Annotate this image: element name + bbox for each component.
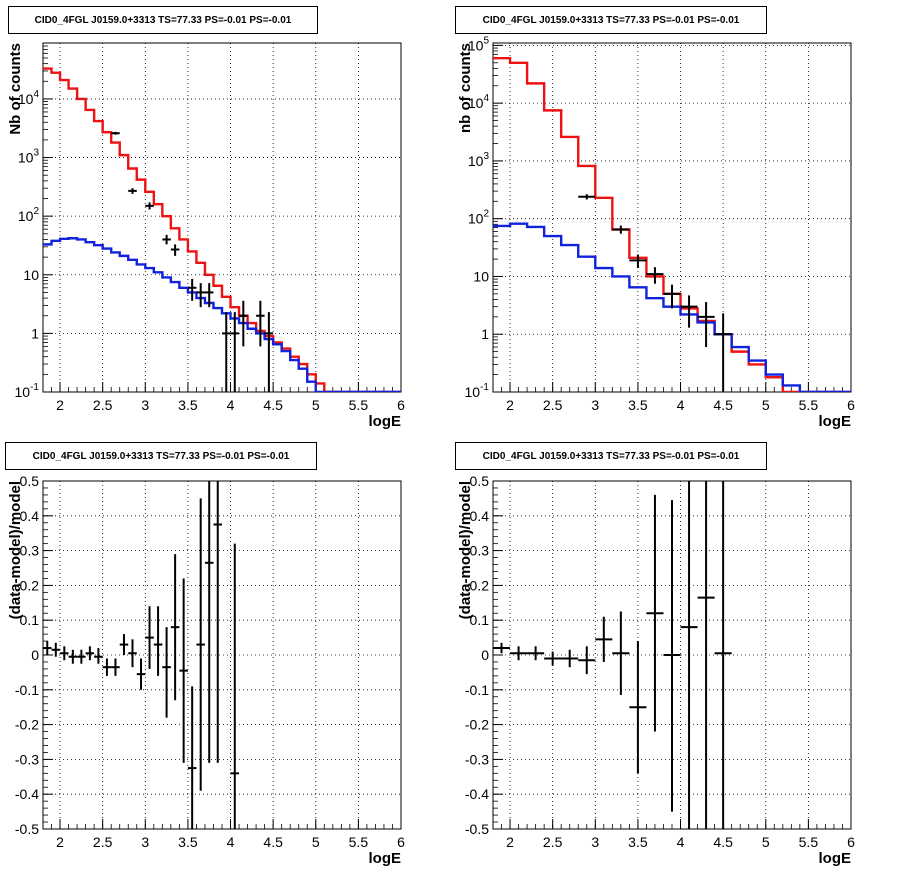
step-series-2 [43, 237, 401, 392]
x-tick-label: 2 [506, 397, 514, 413]
y-tick-label: 0 [481, 647, 489, 663]
y-tick-label: 0 [31, 647, 39, 663]
y-tick-label: -0.2 [465, 717, 489, 733]
x-tick-label: 2.5 [93, 397, 113, 413]
x-axis-title: logE [369, 850, 402, 867]
y-tick-label: 0.4 [20, 508, 40, 524]
y-tick-label: 0.2 [470, 577, 490, 593]
x-axis-title: logE [369, 413, 402, 430]
y-tick-label: 10-1 [465, 382, 490, 400]
y-tick-label: 1 [31, 325, 39, 341]
x-tick-label: 5.5 [349, 397, 369, 413]
step-series-1 [43, 67, 401, 392]
y-tick-label: 0.3 [470, 543, 490, 559]
y-tick-label: 10-1 [15, 382, 40, 400]
chart-panel-3: 2 2.5 3 3.5 4 4.5 5 5.5 6 -0.5 -0.4 -0.3 -0.2 -0.1 0 0.… [7, 473, 405, 867]
panel-1-title: CID0_4FGL J0159.0+3313 TS=77.33 PS=-0.01… [8, 6, 318, 34]
y-tick-label: -0.4 [15, 786, 39, 802]
x-tick-label: 5.5 [799, 397, 819, 413]
x-tick-label: 3 [141, 834, 149, 850]
chart-panel-4: 2 2.5 3 3.5 4 4.5 5 5.5 6 -0.5 -0.4 -0.3 -0.2 -0.1 0 0.… [457, 473, 855, 867]
x-tick-label: 3.5 [178, 834, 198, 850]
y-tick-label: -0.4 [465, 786, 489, 802]
chart-panel-2: 2 2.5 3 3.5 4 4.5 5 5.5 6 10-1 1 10 102 103 104 105 logE… [457, 35, 855, 430]
x-tick-label: 4 [677, 397, 685, 413]
x-tick-label: 3 [141, 397, 149, 413]
chart-panel-1: 2 2.5 3 3.5 4 4.5 5 5.5 6 10-1 1 10 102 103 104 logE Nb … [7, 42, 405, 430]
y-tick-label: -0.5 [465, 821, 489, 837]
y-tick-label: 10 [473, 268, 489, 284]
y-tick-label: 0.2 [20, 577, 40, 593]
y-tick-label: 0.1 [470, 612, 490, 628]
x-tick-label: 3 [591, 397, 599, 413]
y-axis-title: Nb of counts [7, 43, 24, 135]
y-axis-title: nb of counts [457, 43, 474, 133]
y-tick-label: 0.5 [470, 473, 490, 489]
x-tick-label: 2 [506, 834, 514, 850]
x-axis-title: logE [819, 850, 852, 867]
panel-2-title: CID0_4FGL J0159.0+3313 TS=77.33 PS=-0.01… [455, 6, 767, 34]
y-tick-label: 0.3 [20, 543, 40, 559]
y-tick-label: 0.1 [20, 612, 40, 628]
x-tick-label: 5 [312, 397, 320, 413]
x-tick-label: 2 [56, 397, 64, 413]
x-tick-label: 5 [312, 834, 320, 850]
x-tick-label: 2.5 [543, 834, 563, 850]
y-tick-label: 102 [468, 209, 490, 227]
y-tick-label: -0.3 [15, 751, 39, 767]
y-tick-label: 103 [18, 148, 40, 166]
plot-frame [42, 480, 402, 830]
x-tick-label: 4.5 [263, 834, 283, 850]
y-tick-label: -0.2 [15, 717, 39, 733]
x-tick-label: 3.5 [628, 397, 648, 413]
y-tick-label: -0.1 [465, 682, 489, 698]
x-tick-label: 5 [762, 397, 770, 413]
y-tick-label: -0.5 [15, 821, 39, 837]
y-tick-label: 105 [468, 35, 490, 53]
y-tick-label: 10 [23, 267, 39, 283]
plot-frame [492, 42, 852, 393]
x-tick-label: 5.5 [799, 834, 819, 850]
x-tick-label: 6 [397, 834, 405, 850]
y-tick-label: 104 [18, 89, 40, 107]
y-tick-label: 104 [468, 93, 490, 111]
x-tick-label: 4.5 [263, 397, 283, 413]
y-tick-label: -0.3 [465, 751, 489, 767]
y-tick-label: 1 [481, 326, 489, 342]
x-tick-label: 3 [591, 834, 599, 850]
x-tick-label: 4 [677, 834, 685, 850]
y-tick-label: 103 [468, 151, 490, 169]
step-series-2 [493, 222, 851, 392]
x-tick-label: 2.5 [543, 397, 563, 413]
panel-4-title: CID0_4FGL J0159.0+3313 TS=77.33 PS=-0.01… [455, 442, 767, 470]
x-tick-label: 6 [847, 834, 855, 850]
x-axis-title: logE [819, 413, 852, 430]
x-tick-label: 5 [762, 834, 770, 850]
x-tick-label: 4 [227, 397, 235, 413]
x-tick-label: 4 [227, 834, 235, 850]
x-tick-label: 2 [56, 834, 64, 850]
x-tick-label: 4.5 [713, 397, 733, 413]
y-tick-label: -0.1 [15, 682, 39, 698]
x-tick-label: 3.5 [178, 397, 198, 413]
x-tick-label: 6 [847, 397, 855, 413]
x-tick-label: 5.5 [349, 834, 369, 850]
x-tick-label: 3.5 [628, 834, 648, 850]
panel-3-title: CID0_4FGL J0159.0+3313 TS=77.33 PS=-0.01… [5, 442, 317, 470]
y-tick-label: 0.5 [20, 473, 40, 489]
y-axis-title: (data-model)/model [7, 481, 24, 619]
y-axis-title: (data-model)/model [457, 481, 474, 619]
x-tick-label: 4.5 [713, 834, 733, 850]
y-tick-label: 102 [18, 206, 40, 224]
x-tick-label: 6 [397, 397, 405, 413]
y-tick-label: 0.4 [470, 508, 490, 524]
plot-frame [42, 42, 402, 393]
x-tick-label: 2.5 [93, 834, 113, 850]
